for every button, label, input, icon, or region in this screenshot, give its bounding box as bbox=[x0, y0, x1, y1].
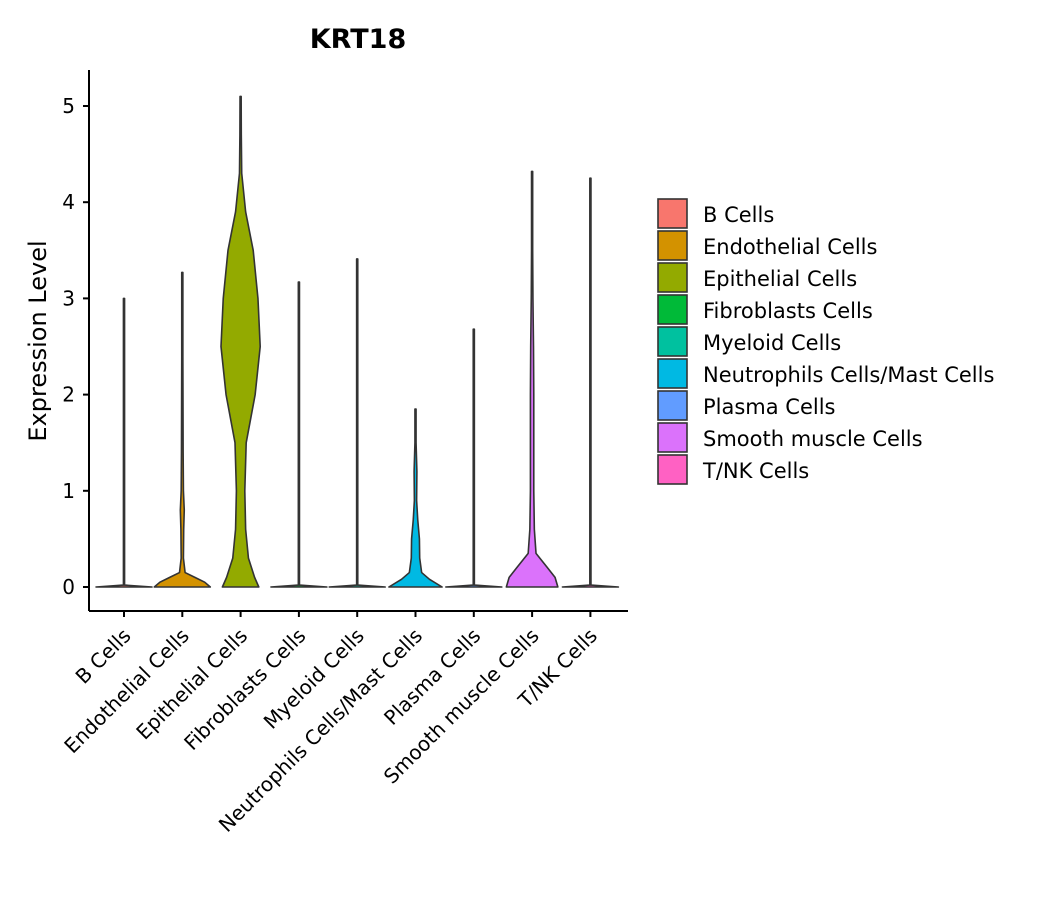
legend-swatch-fibroblasts-cells bbox=[657, 294, 688, 325]
y-tick-label: 0 bbox=[62, 575, 75, 599]
legend-swatch-t-nk-cells bbox=[657, 454, 688, 485]
y-tick-label: 5 bbox=[62, 94, 75, 118]
violin-t-nk-cells bbox=[561, 177, 620, 588]
violin-myeloid-cells bbox=[328, 258, 386, 588]
legend-swatch-endothelial-cells bbox=[657, 230, 688, 261]
violin-smooth-muscle-cells bbox=[505, 170, 559, 588]
legend-label-myeloid-cells: Myeloid Cells bbox=[703, 331, 841, 355]
legend-label-epithelial-cells: Epithelial Cells bbox=[703, 267, 857, 291]
legend-label-neutrophils-cells-mast-cells: Neutrophils Cells/Mast Cells bbox=[703, 363, 994, 387]
legend-swatch-epithelial-cells bbox=[657, 262, 688, 293]
legend-swatch-b-cells bbox=[657, 198, 688, 229]
violin-epithelial-cells bbox=[220, 95, 261, 588]
legend-label-smooth-muscle-cells: Smooth muscle Cells bbox=[703, 427, 923, 451]
legend-swatch-plasma-cells bbox=[657, 390, 688, 421]
y-tick-label: 4 bbox=[62, 190, 75, 214]
legend-swatch-smooth-muscle-cells bbox=[657, 422, 688, 453]
legend-label-plasma-cells: Plasma Cells bbox=[703, 395, 836, 419]
violin-fibroblasts-cells bbox=[270, 281, 328, 588]
chart-title: KRT18 bbox=[310, 24, 407, 55]
legend-label-endothelial-cells: Endothelial Cells bbox=[703, 235, 877, 259]
y-tick-label: 2 bbox=[62, 383, 75, 407]
y-axis-title: Expression Level bbox=[24, 240, 52, 441]
y-tick-label: 3 bbox=[62, 286, 75, 310]
y-axis: 0 1 2 3 4 5 bbox=[62, 70, 90, 611]
legend-label-t-nk-cells: T/NK Cells bbox=[702, 459, 809, 483]
violin-plasma-cells bbox=[445, 328, 503, 588]
violin-neutrophils-cells-mast-cells bbox=[388, 408, 443, 588]
legend-label-b-cells: B Cells bbox=[703, 203, 774, 227]
legend-swatch-myeloid-cells bbox=[657, 326, 688, 357]
x-tick-label-myeloid-cells: Myeloid Cells bbox=[259, 624, 369, 734]
violin-b-cells bbox=[95, 297, 153, 588]
violins-group bbox=[95, 95, 620, 588]
legend-swatch-neutrophils-cells-mast-cells bbox=[657, 358, 688, 389]
legend: B Cells Endothelial Cells Epithelial Cells… bbox=[657, 198, 994, 485]
y-tick-label: 1 bbox=[62, 479, 75, 503]
legend-label-fibroblasts-cells: Fibroblasts Cells bbox=[703, 299, 873, 323]
violin-endothelial-cells bbox=[153, 271, 212, 588]
